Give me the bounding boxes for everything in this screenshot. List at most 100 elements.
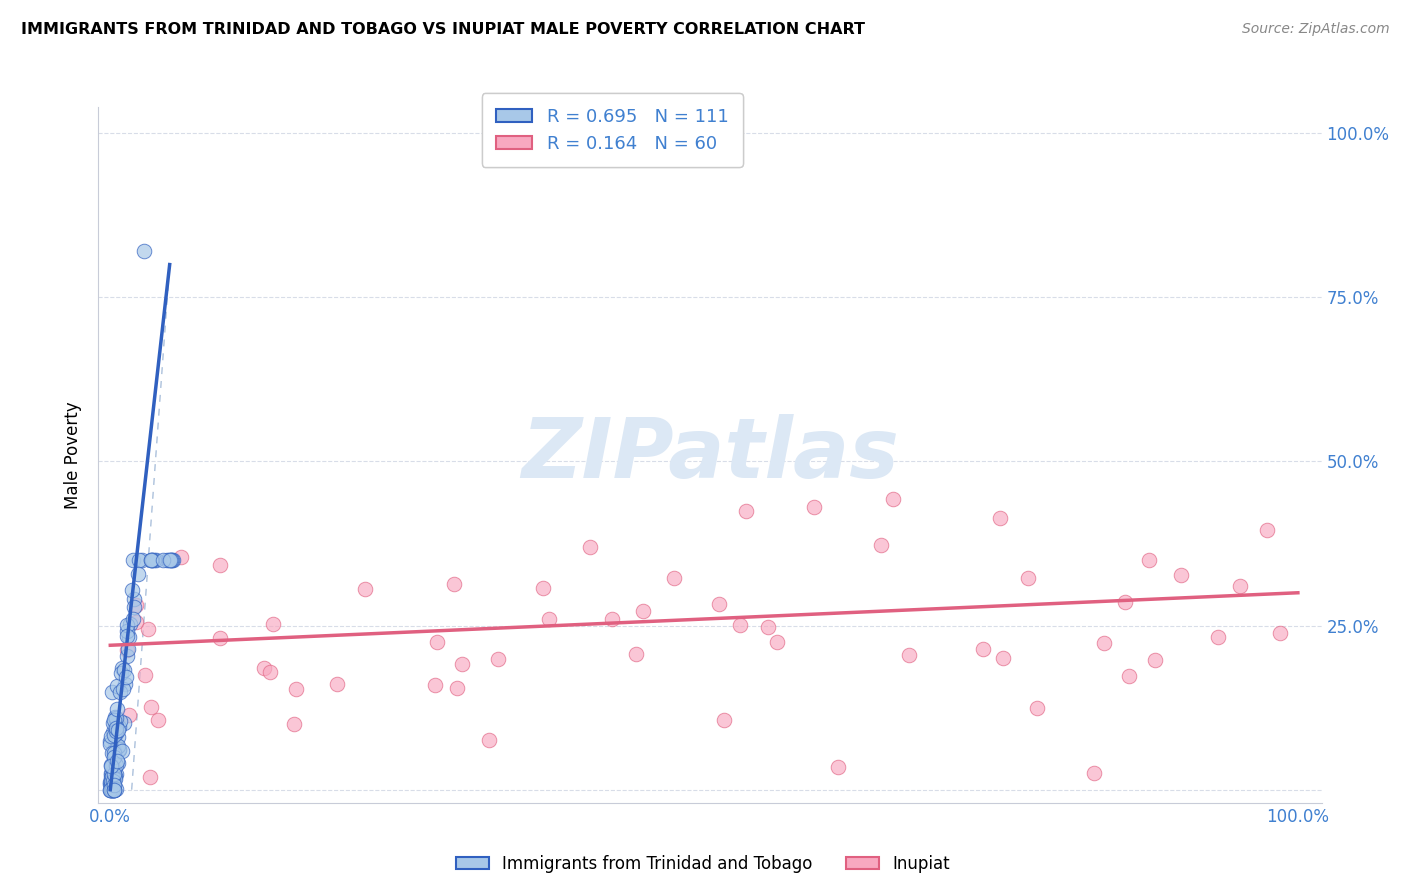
Point — [101, 725, 124, 739]
Point — [100, 759, 122, 773]
Point — [1092, 636, 1115, 650]
Point — [100, 774, 122, 789]
Point — [478, 732, 501, 747]
Point — [145, 553, 167, 567]
Point — [104, 723, 127, 738]
Point — [1118, 669, 1140, 683]
Point — [104, 772, 127, 786]
Point — [105, 755, 128, 769]
Point — [285, 681, 308, 696]
Point — [105, 726, 128, 740]
Point — [101, 772, 124, 786]
Point — [803, 500, 825, 514]
Point — [122, 599, 145, 614]
Point — [115, 643, 138, 657]
Point — [101, 685, 124, 699]
Point — [988, 511, 1011, 525]
Point — [766, 635, 789, 649]
Point — [111, 661, 134, 675]
Point — [159, 553, 181, 567]
Point — [100, 782, 122, 797]
Point — [162, 553, 184, 567]
Point — [104, 769, 127, 783]
Point — [128, 553, 150, 567]
Point — [122, 591, 145, 606]
Point — [107, 730, 129, 744]
Point — [1270, 626, 1292, 640]
Point — [118, 630, 141, 644]
Point — [103, 778, 125, 792]
Point — [107, 723, 129, 737]
Point — [115, 617, 138, 632]
Point — [446, 681, 468, 696]
Text: ZIPatlas: ZIPatlas — [522, 415, 898, 495]
Point — [100, 782, 122, 797]
Point — [631, 604, 654, 618]
Point — [134, 668, 156, 682]
Point — [709, 597, 731, 611]
Point — [141, 553, 163, 567]
Point — [713, 714, 735, 728]
Point — [326, 677, 349, 691]
Point — [600, 612, 623, 626]
Point — [100, 772, 122, 786]
Point — [101, 775, 124, 789]
Point — [115, 669, 138, 683]
Point — [104, 782, 127, 797]
Point — [100, 758, 122, 772]
Point — [107, 739, 129, 753]
Point — [735, 503, 758, 517]
Point — [125, 598, 148, 612]
Point — [117, 624, 139, 638]
Point — [991, 650, 1014, 665]
Point — [122, 553, 145, 567]
Point — [103, 767, 125, 781]
Point — [1083, 765, 1105, 780]
Point — [104, 710, 127, 724]
Point — [142, 553, 165, 567]
Point — [100, 729, 122, 743]
Point — [105, 721, 128, 735]
Point — [105, 719, 128, 733]
Point — [103, 782, 125, 797]
Point — [108, 720, 131, 734]
Point — [728, 618, 751, 632]
Point — [103, 782, 125, 797]
Point — [117, 641, 139, 656]
Point — [107, 680, 129, 694]
Point — [98, 775, 121, 789]
Point — [1137, 552, 1160, 566]
Point — [139, 553, 162, 567]
Point — [152, 553, 174, 567]
Point — [111, 744, 134, 758]
Point — [756, 619, 779, 633]
Point — [579, 541, 602, 555]
Point — [425, 678, 447, 692]
Point — [101, 759, 124, 773]
Point — [100, 778, 122, 792]
Point — [139, 699, 162, 714]
Point — [662, 571, 685, 585]
Point — [100, 782, 122, 797]
Point — [104, 736, 127, 750]
Point — [101, 782, 124, 797]
Point — [122, 612, 145, 626]
Text: IMMIGRANTS FROM TRINIDAD AND TOBAGO VS INUPIAT MALE POVERTY CORRELATION CHART: IMMIGRANTS FROM TRINIDAD AND TOBAGO VS I… — [21, 22, 865, 37]
Point — [538, 612, 561, 626]
Point — [208, 558, 231, 572]
Point — [897, 648, 920, 663]
Point — [882, 492, 904, 507]
Point — [112, 663, 135, 677]
Point — [108, 742, 131, 756]
Point — [139, 553, 162, 567]
Point — [972, 642, 994, 657]
Point — [870, 538, 893, 552]
Point — [354, 582, 377, 597]
Point — [100, 782, 122, 797]
Point — [1229, 579, 1251, 593]
Point — [100, 765, 122, 780]
Point — [139, 770, 162, 784]
Point — [117, 649, 139, 664]
Point — [1144, 653, 1167, 667]
Point — [100, 782, 122, 797]
